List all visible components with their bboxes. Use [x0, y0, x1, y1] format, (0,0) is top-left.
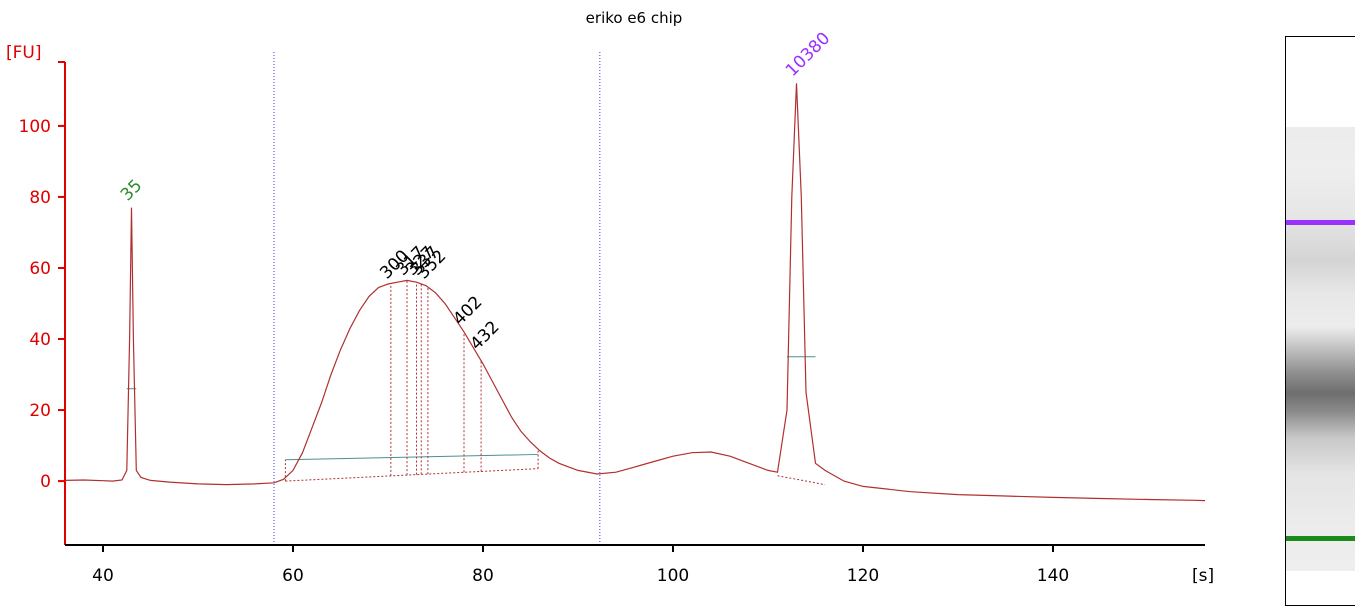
y-tick-label-40: 40	[29, 330, 51, 350]
fragment-level-line	[285, 453, 539, 461]
gel-image	[1285, 36, 1355, 606]
region-markers	[273, 52, 601, 545]
signal-line	[64, 83, 1206, 502]
signal-trace	[64, 83, 1206, 502]
y-tick-label-100: 100	[19, 117, 51, 137]
x-tick-label-120: 120	[847, 566, 879, 586]
x-tick-label-40: 40	[92, 566, 114, 586]
fragment-fills	[126, 280, 826, 486]
peak-label-35: 35	[117, 176, 146, 205]
y-tick-label-80: 80	[29, 188, 51, 208]
fragment-label-402: 402	[449, 292, 486, 329]
peak-10380-baseline	[777, 475, 826, 486]
axes: 0 20 40 60 80 100 40 60 80 100 120 140	[19, 61, 1205, 586]
y-tick-label-20: 20	[29, 401, 51, 421]
fragment-label-432: 432	[466, 317, 503, 354]
x-tick-label-100: 100	[657, 566, 689, 586]
y-tick-label-60: 60	[29, 259, 51, 279]
fragment-baseline	[285, 468, 539, 482]
x-tick-label-60: 60	[282, 566, 304, 586]
peak-label-10380: 10380	[782, 28, 834, 80]
y-axis-label: [FU]	[6, 43, 42, 63]
y-tick-label-0: 0	[40, 472, 51, 492]
x-axis-label: [s]	[1192, 566, 1214, 586]
chart-title: eriko e6 chip	[586, 9, 683, 27]
x-tick-label-80: 80	[472, 566, 494, 586]
electropherogram-chart: eriko e6 chip [FU] [s] 0 20 40 60 80 100 40 60 8…	[6, 9, 1214, 586]
x-tick-label-140: 140	[1037, 566, 1069, 586]
gel-band-upper-marker	[1286, 220, 1355, 225]
gel-band-lower-marker	[1286, 536, 1355, 541]
gel-lane	[1286, 127, 1355, 571]
